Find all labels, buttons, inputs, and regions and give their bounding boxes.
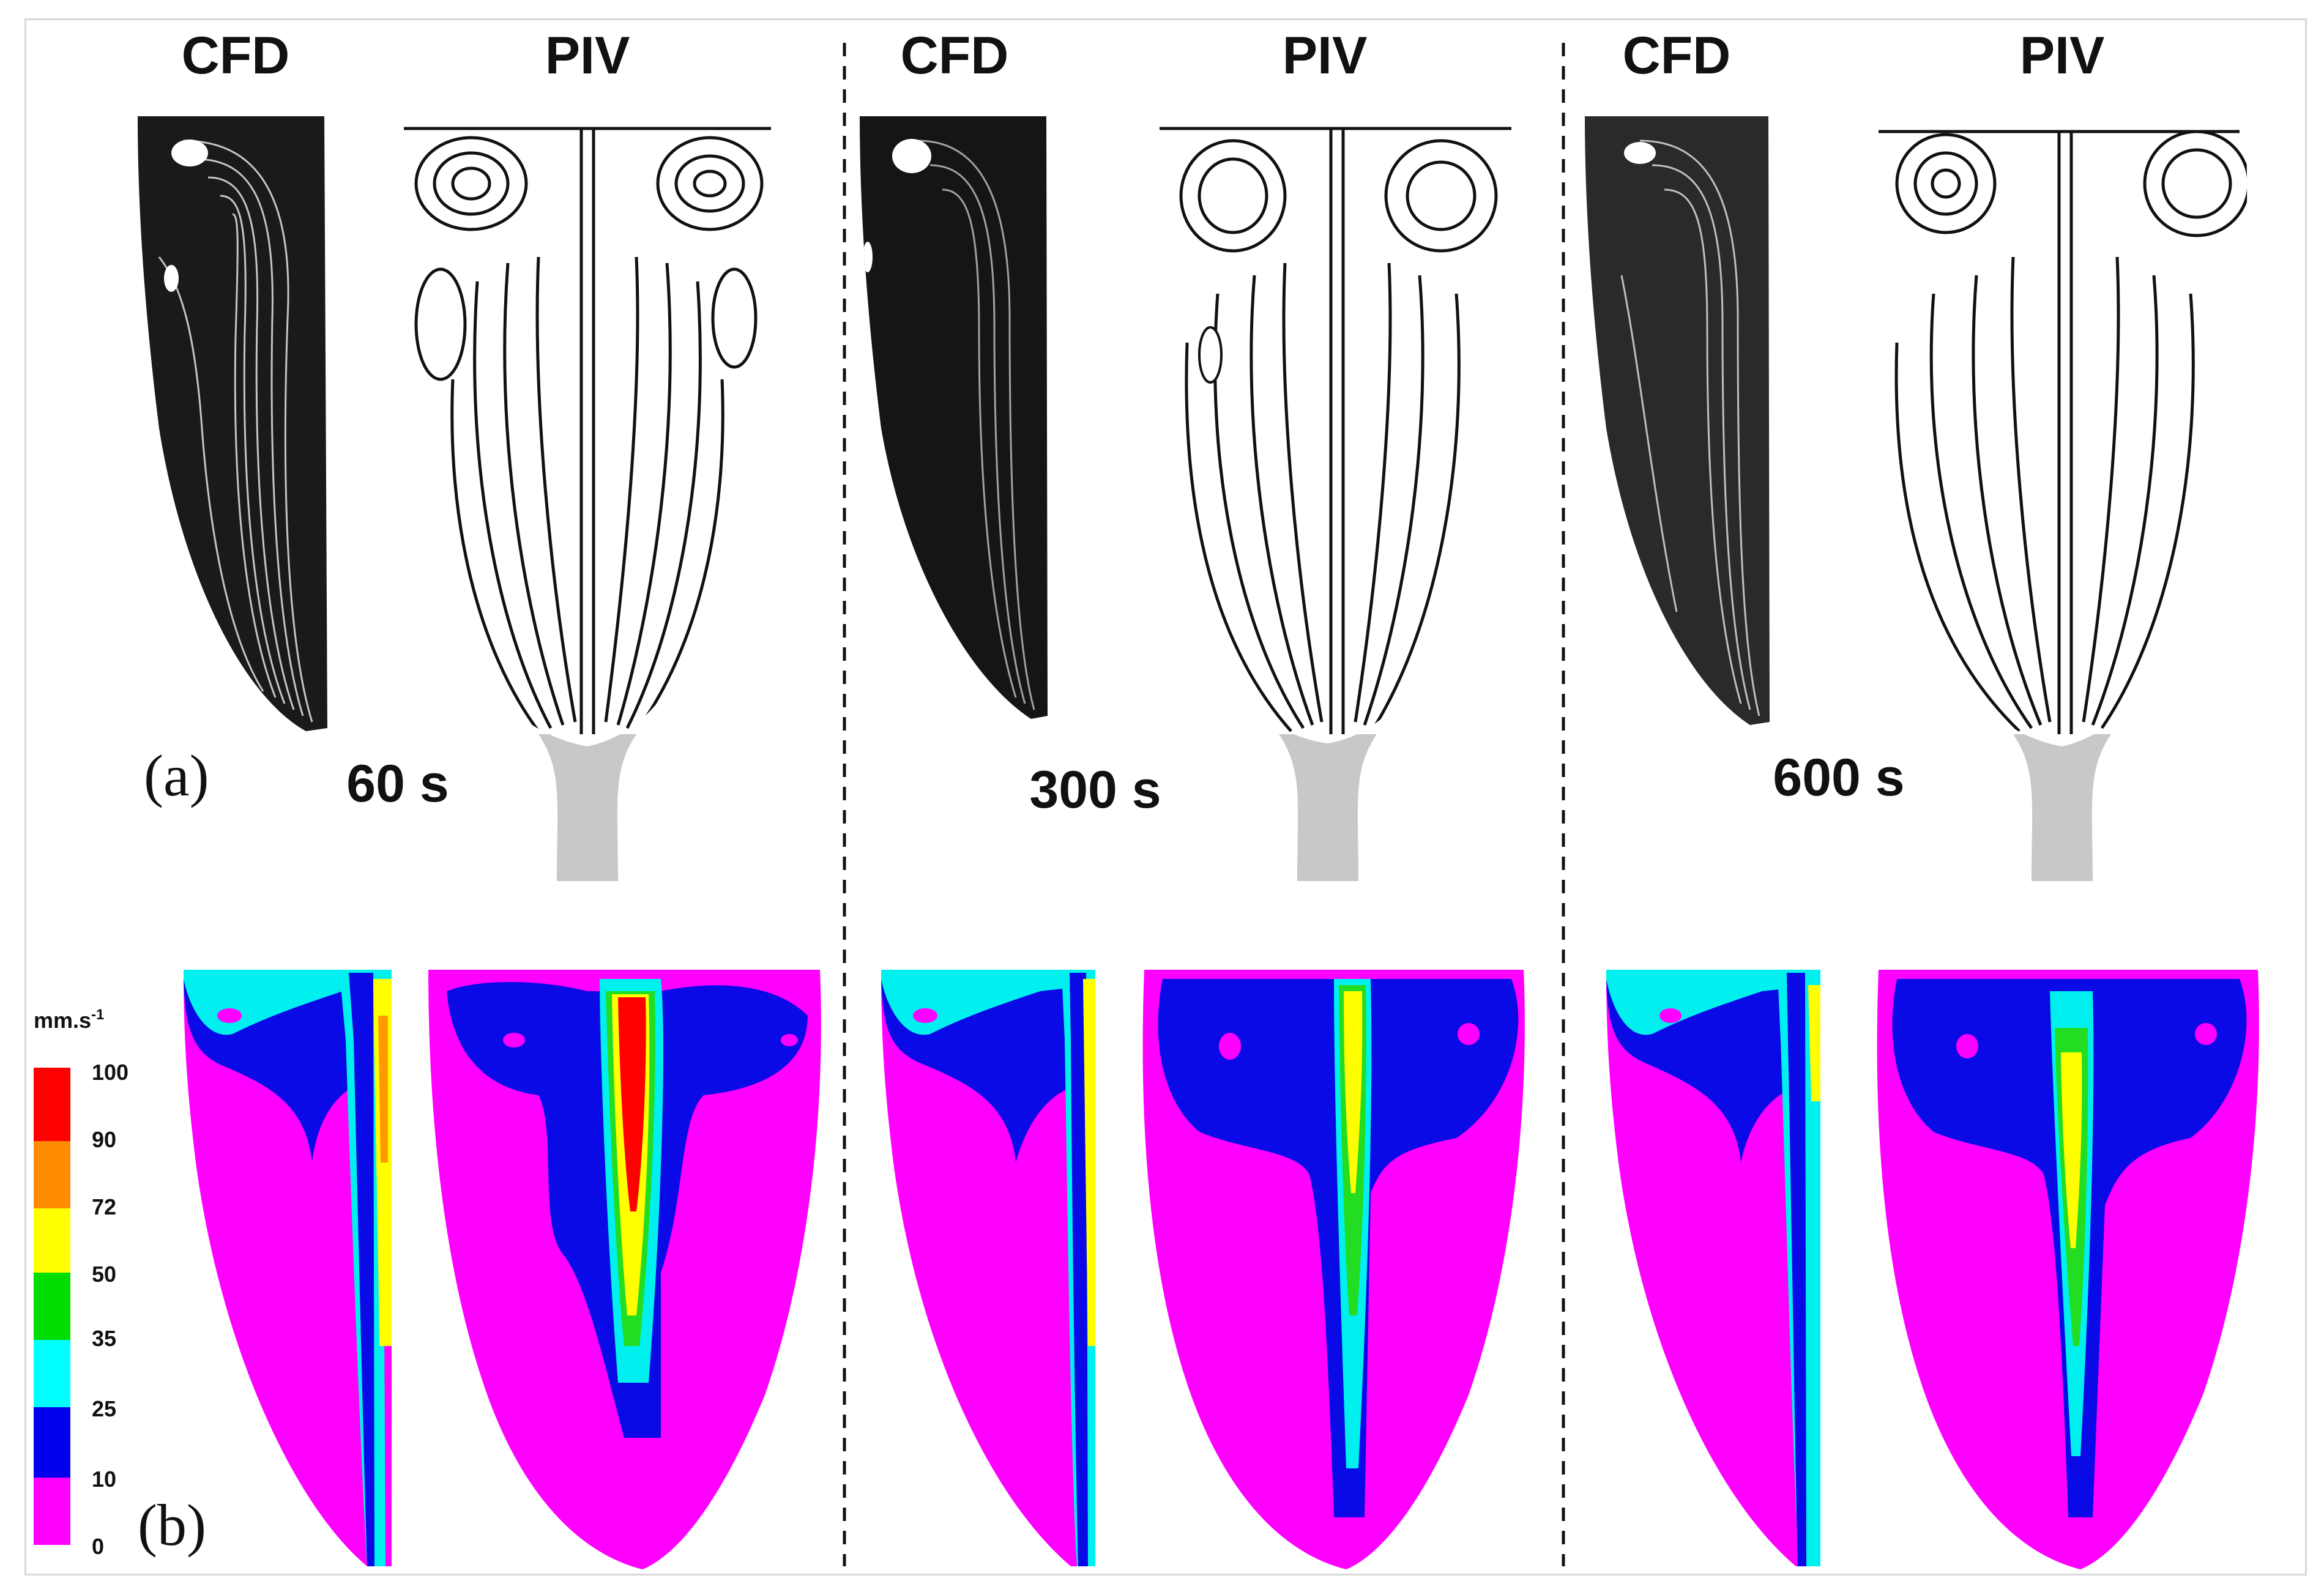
streamline-cfd-300s bbox=[860, 116, 1048, 719]
colorbar-tick-0: 0 bbox=[92, 1534, 104, 1559]
colorbar-swatch-cyan bbox=[34, 1340, 70, 1407]
colorbar-unit: mm.s-1 bbox=[34, 1006, 104, 1033]
funnel-stem-2 bbox=[1279, 734, 1377, 881]
time-label-300s: 300 s bbox=[1029, 761, 1161, 819]
streamline-piv-600s bbox=[1875, 128, 2248, 746]
colorbar-tick-50: 50 bbox=[92, 1262, 116, 1287]
streamline-piv-300s bbox=[1150, 122, 1516, 743]
colorbar-swatch-blue bbox=[34, 1407, 70, 1478]
colorbar-tick-25: 25 bbox=[92, 1396, 116, 1421]
panel-label-a: (a) bbox=[144, 743, 209, 808]
colorbar-swatch-green bbox=[34, 1273, 70, 1340]
colorbar-tick-100: 100 bbox=[92, 1060, 128, 1085]
colorbar-tick-10: 10 bbox=[92, 1467, 116, 1492]
header-cfd-1: CFD bbox=[182, 26, 290, 85]
header-piv-2: PIV bbox=[1283, 26, 1368, 85]
colorbar-tick-72: 72 bbox=[92, 1194, 116, 1219]
colorbar-swatch-red bbox=[34, 1068, 70, 1141]
streamline-piv-60s bbox=[390, 122, 776, 746]
figure-border bbox=[24, 18, 2307, 1575]
header-piv-3: PIV bbox=[2020, 26, 2105, 85]
header-cfd-3: CFD bbox=[1623, 26, 1731, 85]
contour-piv-600s bbox=[1877, 970, 2259, 1569]
colorbar-tick-90: 90 bbox=[92, 1127, 116, 1152]
colorbar: mm.s-1 100 90 72 50 35 25 10 0 bbox=[34, 1006, 128, 1559]
streamline-cfd-600s bbox=[1585, 116, 1770, 725]
colorbar-swatch-orange bbox=[34, 1141, 70, 1208]
contour-cfd-60s bbox=[184, 970, 392, 1566]
streamline-cfd-60s bbox=[138, 116, 327, 731]
time-label-60s: 60 s bbox=[346, 754, 449, 813]
contour-cfd-600s bbox=[1606, 970, 1820, 1566]
funnel-stem-1 bbox=[538, 734, 636, 881]
time-label-600s: 600 s bbox=[1773, 748, 1904, 807]
colorbar-swatch-magenta bbox=[34, 1478, 70, 1545]
funnel-stem-3 bbox=[2013, 734, 2111, 881]
colorbar-tick-35: 35 bbox=[92, 1326, 116, 1351]
contour-cfd-300s bbox=[881, 970, 1095, 1566]
header-cfd-2: CFD bbox=[901, 26, 1009, 85]
contour-piv-60s bbox=[428, 970, 821, 1569]
colorbar-swatch-yellow bbox=[34, 1208, 70, 1273]
contour-piv-300s bbox=[1142, 970, 1525, 1569]
panel-label-b: (b) bbox=[138, 1492, 206, 1558]
header-piv-1: PIV bbox=[545, 26, 630, 85]
